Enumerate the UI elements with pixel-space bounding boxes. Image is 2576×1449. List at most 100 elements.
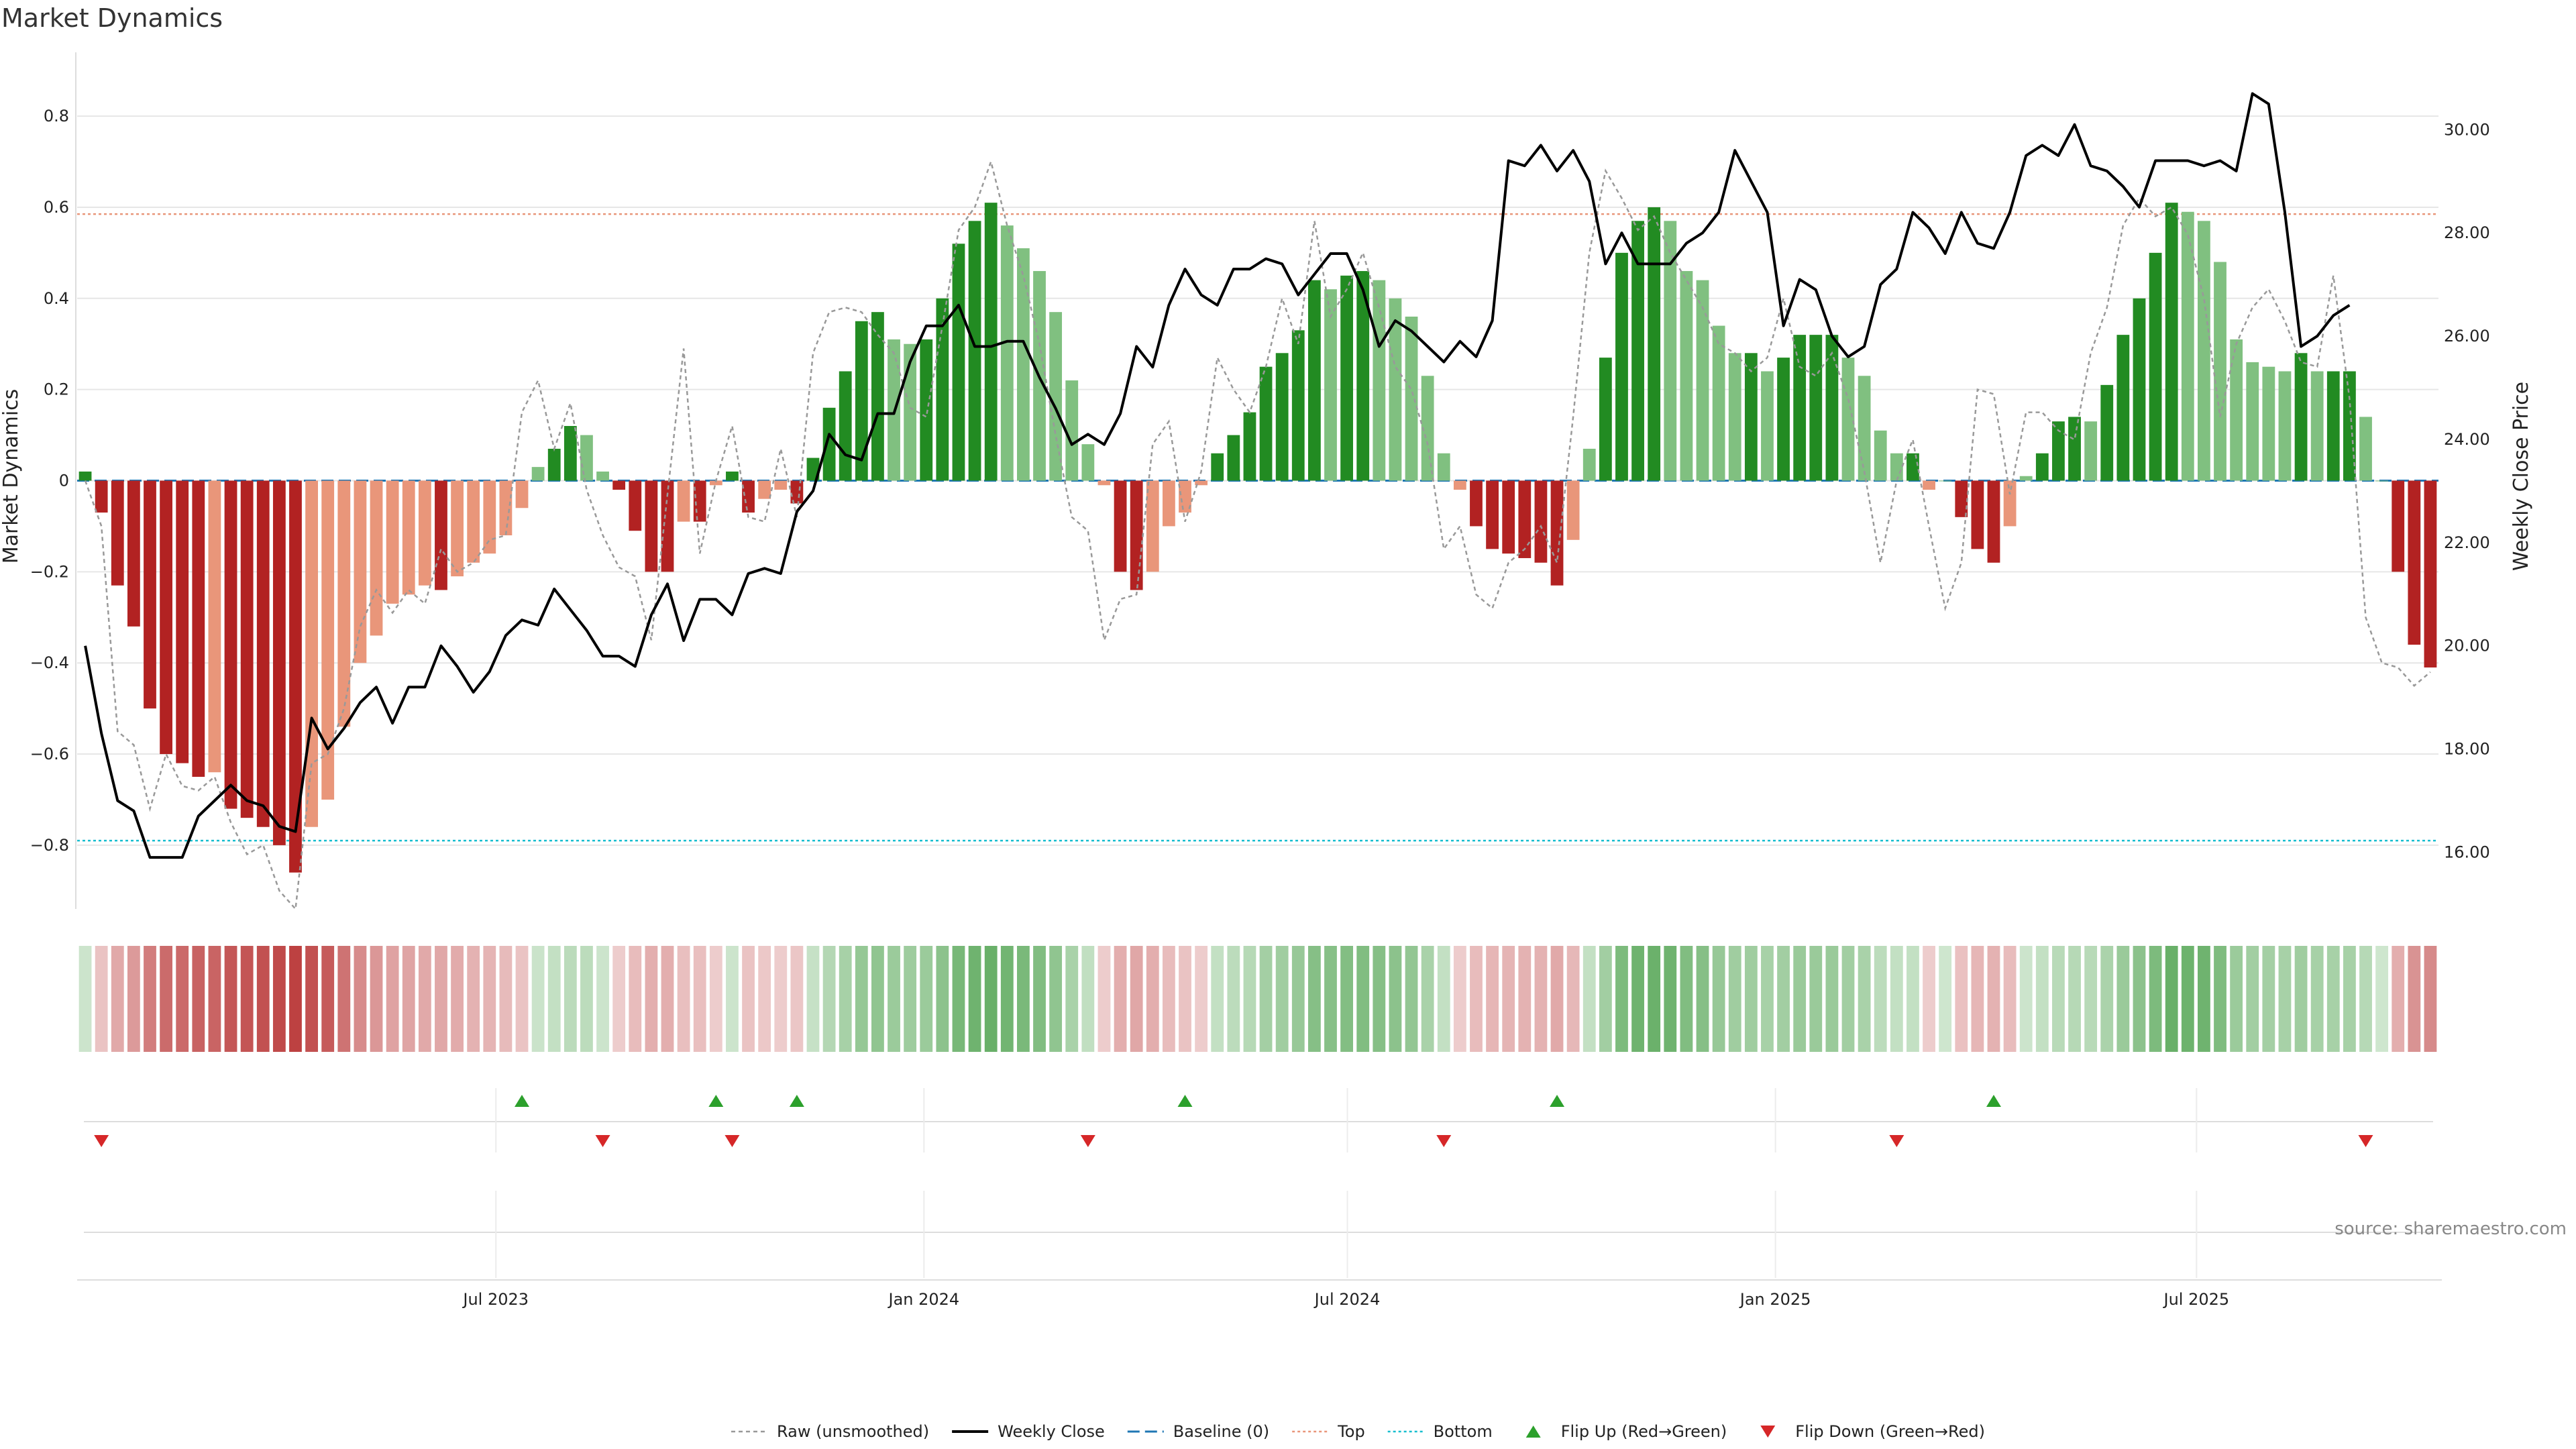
dynamics-bar: [1405, 316, 1418, 481]
legend-label: Top: [1337, 1422, 1365, 1441]
heat-cell: [709, 946, 722, 1052]
weekly-close-line: [84, 92, 2351, 859]
dynamics-bar: [289, 480, 302, 873]
heat-cell: [1373, 946, 1386, 1052]
heat-cell: [1227, 946, 1240, 1052]
flip-down-marker: [1889, 1135, 1904, 1147]
dynamics-bar: [2165, 203, 2178, 481]
y-tick-label: −0.8: [30, 836, 69, 855]
dynamics-bar: [2278, 371, 2292, 481]
heat-cell: [774, 946, 788, 1052]
dynamics-bar: [1648, 207, 1661, 481]
dynamics-bar: [790, 480, 804, 504]
dynamics-bar: [2003, 480, 2017, 527]
x-tick-label: Jan 2024: [887, 1290, 959, 1309]
heat-cell: [1243, 946, 1256, 1052]
dynamics-bar: [1923, 480, 1935, 490]
dynamics-bar: [256, 480, 270, 827]
dynamics-bar: [1664, 221, 1677, 481]
heat-cell: [2375, 946, 2389, 1052]
heat-cell: [2278, 946, 2292, 1052]
legend-item-raw: Raw (unsmoothed): [731, 1422, 929, 1441]
chart-title: Market Dynamics: [1, 3, 223, 33]
legend-swatch: [1525, 1426, 1541, 1438]
heat-cell: [1081, 946, 1095, 1052]
dynamics-bar: [160, 480, 173, 755]
dynamics-bar: [1000, 225, 1014, 481]
dynamics-bar: [111, 480, 124, 586]
heat-cell: [1534, 946, 1548, 1052]
dynamics-bar: [596, 471, 609, 481]
legend-label: Flip Up (Red→Green): [1561, 1422, 1727, 1441]
heat-cell: [1486, 946, 1499, 1052]
y2-tick-label: 24.00: [2444, 430, 2490, 449]
dynamics-bar: [95, 480, 108, 513]
heat-cell: [806, 946, 820, 1052]
y2-axis-label: Weekly Close Price: [2510, 382, 2533, 571]
dynamics-bar: [1874, 430, 1887, 481]
heat-cell: [144, 946, 156, 1052]
heat-cell: [758, 946, 771, 1052]
heat-cell: [208, 946, 221, 1052]
dynamics-bar: [2246, 362, 2259, 481]
dynamics-bar: [1841, 358, 1855, 481]
heat-cell: [580, 946, 593, 1052]
heat-cell: [2310, 946, 2324, 1052]
heat-cell: [855, 946, 868, 1052]
dynamics-bar: [693, 480, 706, 522]
dynamics-bar: [758, 480, 771, 499]
dynamics-bar: [2052, 421, 2065, 481]
heat-cell: [790, 946, 804, 1052]
dynamics-bar: [774, 480, 788, 490]
dynamics-bar: [1421, 376, 1434, 481]
y-tick-label: 0: [59, 472, 69, 490]
legend-item-baseline: Baseline (0): [1127, 1422, 1269, 1441]
x-tick-label: Jul 2024: [1313, 1290, 1381, 1309]
dynamics-bar: [305, 480, 318, 827]
dynamics-bar: [661, 480, 674, 572]
heat-cell: [2424, 946, 2437, 1052]
dynamics-bar: [1582, 448, 1596, 481]
heat-cell: [1130, 946, 1143, 1052]
dynamics-bar: [127, 480, 140, 627]
heat-cell: [1049, 946, 1063, 1052]
flip-up-marker: [1986, 1095, 2001, 1107]
heat-cell: [1907, 946, 1919, 1052]
heat-cell: [742, 946, 755, 1052]
dynamics-bar: [1097, 480, 1111, 486]
heat-cell: [1356, 946, 1370, 1052]
heat-cell: [176, 946, 189, 1052]
dynamics-bar: [1389, 298, 1402, 481]
legend-item-bottom: Bottom: [1387, 1422, 1493, 1441]
heat-cell: [95, 946, 108, 1052]
dynamics-bar: [2294, 353, 2308, 481]
x-tick-label: Jul 2025: [2162, 1290, 2229, 1309]
heat-cell: [2019, 946, 2033, 1052]
legend-label: Baseline (0): [1173, 1422, 1269, 1441]
heat-cell: [1017, 946, 1030, 1052]
heat-cell: [1599, 946, 1612, 1052]
heat-cell: [386, 946, 399, 1052]
dynamics-bar: [1356, 271, 1370, 481]
dynamics-bar: [1615, 252, 1628, 481]
flip-down-marker: [595, 1135, 610, 1147]
legend-item-flip_up: Flip Up (Red→Green): [1525, 1422, 1727, 1441]
dynamics-bar: [386, 480, 399, 604]
dynamics-bar: [855, 321, 868, 481]
dynamics-bar: [2035, 453, 2049, 481]
dynamics-bar: [1291, 330, 1305, 481]
heat-cell: [2198, 946, 2210, 1052]
dynamics-bar: [2019, 476, 2033, 481]
dynamics-bar: [2310, 371, 2324, 481]
heat-cell: [1712, 946, 1725, 1052]
heat-cell: [272, 946, 286, 1052]
dynamics-bar: [2214, 262, 2226, 481]
flip-down-marker: [2358, 1135, 2373, 1147]
dynamics-bar: [2116, 335, 2130, 481]
dynamics-bar: [709, 480, 722, 486]
heat-cell: [1761, 946, 1774, 1052]
dynamics-bar: [1599, 358, 1612, 481]
dynamics-bar: [564, 425, 577, 481]
heat-cell: [629, 946, 642, 1052]
